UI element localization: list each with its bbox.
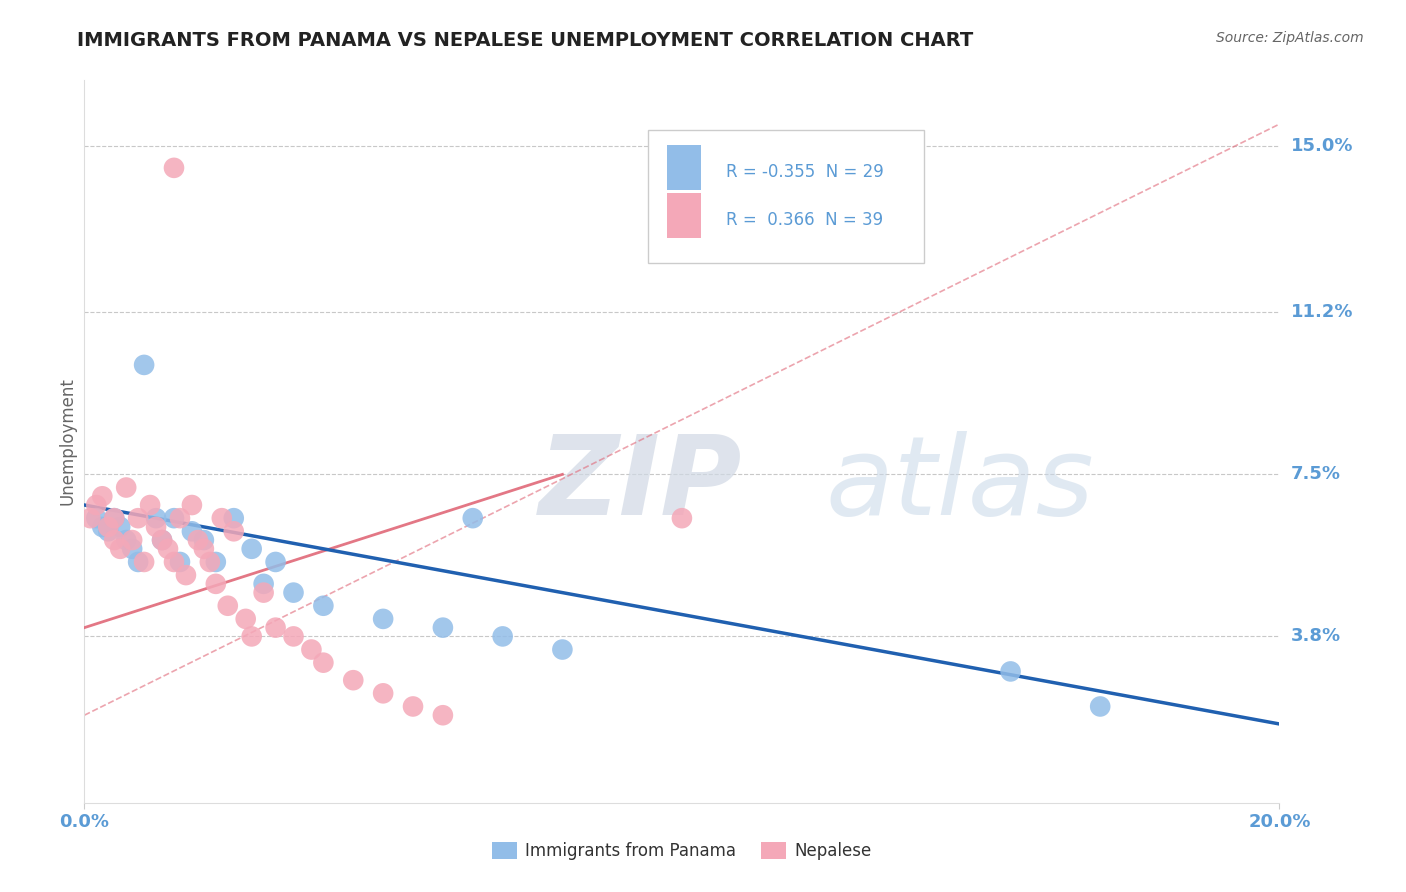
Point (671, 511, 693, 525)
Point (312, 599, 335, 613)
Point (551, 642, 574, 657)
Text: IMMIGRANTS FROM PANAMA VS NEPALESE UNEMPLOYMENT CORRELATION CHART: IMMIGRANTS FROM PANAMA VS NEPALESE UNEMP… (77, 31, 973, 50)
Text: 11.2%: 11.2% (1291, 303, 1353, 321)
Point (150, 533, 173, 547)
Point (110, 520, 132, 534)
Point (432, 708, 454, 723)
Point (240, 629, 263, 643)
Point (103, 511, 125, 525)
Point (193, 541, 215, 556)
Point (97, 524, 120, 539)
Point (91, 489, 114, 503)
Point (145, 511, 167, 525)
Point (402, 699, 425, 714)
Point (264, 555, 287, 569)
Point (187, 533, 209, 547)
Point (110, 541, 132, 556)
Point (115, 481, 138, 495)
Point (222, 524, 245, 539)
Point (174, 568, 197, 582)
Point (121, 541, 143, 556)
Point (432, 621, 454, 635)
Y-axis label: Unemployment: Unemployment (58, 377, 76, 506)
Point (86, 511, 108, 525)
Point (103, 533, 125, 547)
Point (103, 511, 125, 525)
Point (461, 511, 484, 525)
Point (169, 511, 191, 525)
Point (127, 555, 149, 569)
Point (253, 585, 276, 599)
Point (181, 524, 204, 539)
Point (79, 511, 101, 525)
Point (217, 599, 239, 613)
Point (139, 498, 162, 512)
Point (169, 555, 191, 569)
Point (240, 541, 263, 556)
Point (115, 533, 138, 547)
Point (1000, 665, 1022, 679)
Point (132, 358, 156, 372)
Point (1090, 699, 1112, 714)
Point (97, 520, 120, 534)
Text: ZIP: ZIP (538, 432, 742, 539)
Point (264, 621, 287, 635)
Point (127, 511, 149, 525)
Point (163, 555, 186, 569)
Point (373, 612, 395, 626)
Text: Source: ZipAtlas.com: Source: ZipAtlas.com (1216, 31, 1364, 45)
Point (181, 498, 204, 512)
Point (150, 533, 173, 547)
Point (86, 498, 108, 512)
Legend: Immigrants from Panama, Nepalese: Immigrants from Panama, Nepalese (485, 835, 879, 867)
Point (342, 673, 364, 688)
Point (205, 555, 228, 569)
Point (283, 585, 305, 599)
Text: 7.5%: 7.5% (1291, 466, 1340, 483)
Point (312, 656, 335, 670)
Point (222, 511, 245, 525)
Text: atlas: atlas (825, 432, 1094, 539)
Text: R = -0.355  N = 29: R = -0.355 N = 29 (725, 163, 884, 181)
Point (301, 642, 323, 657)
Text: 3.8%: 3.8% (1291, 627, 1341, 646)
Point (283, 629, 305, 643)
Point (163, 161, 186, 175)
Text: R =  0.366  N = 39: R = 0.366 N = 39 (725, 211, 883, 229)
Point (253, 577, 276, 591)
Point (145, 520, 167, 534)
Point (211, 511, 233, 525)
Text: 15.0%: 15.0% (1291, 137, 1353, 155)
Point (198, 555, 221, 569)
Point (132, 555, 156, 569)
Point (121, 533, 143, 547)
Point (492, 629, 515, 643)
Point (373, 686, 395, 700)
Point (205, 577, 228, 591)
Point (157, 541, 180, 556)
Point (163, 511, 186, 525)
Point (235, 612, 257, 626)
Point (91, 520, 114, 534)
Point (193, 533, 215, 547)
